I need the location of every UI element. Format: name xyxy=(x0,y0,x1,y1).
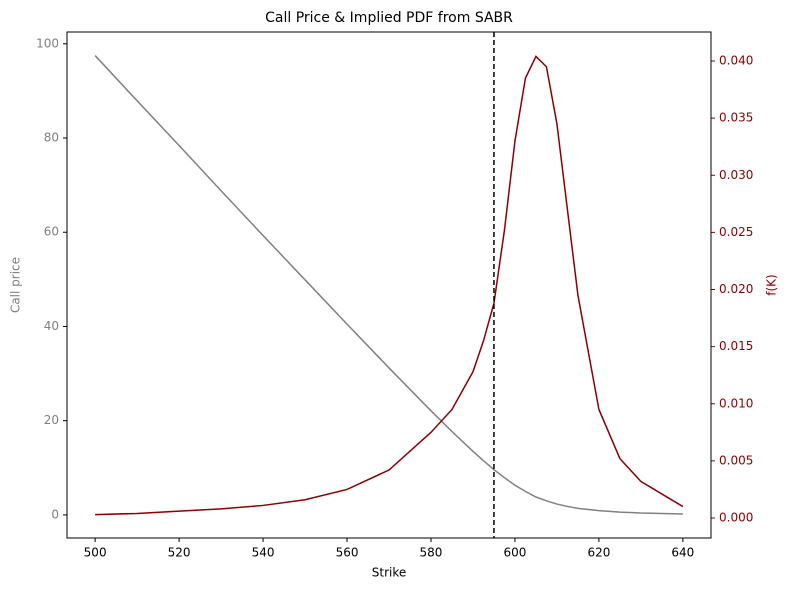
y2-tick-label: 0.020 xyxy=(719,282,753,296)
y2-axis-label: f(K) xyxy=(765,274,779,295)
y-tick-label: 20 xyxy=(44,413,59,427)
y2-tick-label: 0.040 xyxy=(719,54,753,68)
y-tick-label: 60 xyxy=(44,225,59,239)
series-line xyxy=(94,55,683,515)
x-tick-label: 540 xyxy=(252,546,275,560)
y-tick-label: 100 xyxy=(36,36,59,50)
y-axis-label: Call price xyxy=(9,257,23,313)
x-tick-label: 640 xyxy=(671,546,694,560)
x-axis-label: Strike xyxy=(372,566,407,580)
series-line xyxy=(95,55,684,516)
x-tick-label: 520 xyxy=(168,546,191,560)
y-tick-label: 40 xyxy=(44,319,59,333)
chart-title: Call Price & Implied PDF from SABR xyxy=(265,10,513,26)
y2-tick-label: 0.005 xyxy=(719,453,753,467)
plot-frame xyxy=(66,31,712,539)
y2-tick-label: 0.000 xyxy=(719,511,753,525)
y2-tick-label: 0.030 xyxy=(719,168,753,182)
x-tick-label: 580 xyxy=(420,546,443,560)
y-tick-label: 80 xyxy=(44,131,59,145)
y2-tick-label: 0.015 xyxy=(719,339,753,353)
x-tick-label: 620 xyxy=(587,546,610,560)
y2-tick-label: 0.025 xyxy=(719,225,753,239)
y2-tick-label: 0.010 xyxy=(719,396,753,410)
x-tick-label: 600 xyxy=(503,546,526,560)
y-tick-label: 0 xyxy=(51,507,59,521)
x-tick-label: 500 xyxy=(84,546,107,560)
x-tick-label: 560 xyxy=(336,546,359,560)
y2-tick-label: 0.035 xyxy=(719,111,753,125)
